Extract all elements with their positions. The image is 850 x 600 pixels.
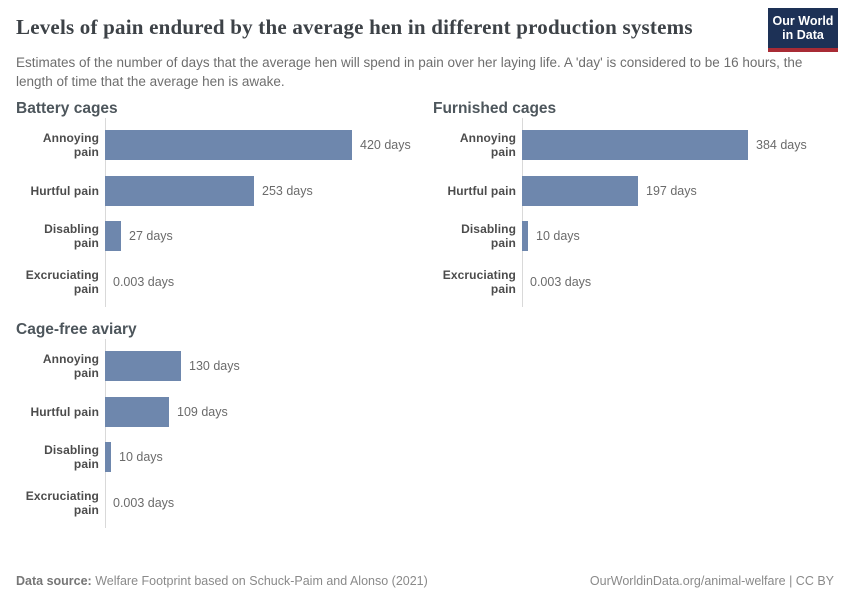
bar-plot-area: 253 days	[105, 175, 433, 206]
page-subtitle: Estimates of the number of days that the…	[16, 55, 803, 90]
chart-body: Annoying pain 384 days Hurtful pain 197 day…	[433, 118, 850, 308]
category-label: Excruciating pain	[25, 267, 99, 296]
value-label: 253 days	[262, 183, 313, 198]
chart-section: Cage-free aviary Annoying pain 130 days Hu…	[16, 320, 433, 529]
bar-plot-area: 0.003 days	[105, 267, 433, 297]
category-label: Hurtful pain	[30, 183, 99, 198]
bar-plot-area: 0.003 days	[105, 488, 433, 518]
bar	[522, 175, 638, 206]
value-label: 109 days	[177, 404, 228, 419]
bar-plot-area: 130 days	[105, 351, 433, 382]
bar	[105, 396, 169, 427]
data-source-text: Welfare Footprint based on Schuck-Paim a…	[91, 574, 428, 588]
y-axis-line	[105, 118, 106, 308]
value-label: 27 days	[129, 229, 173, 244]
category-label: Hurtful pain	[30, 404, 99, 419]
bar-row: Disabling pain 10 days	[433, 213, 850, 259]
bar-row: Hurtful pain 109 days	[16, 389, 433, 435]
chart-body: Annoying pain 420 days Hurtful pain 253 day…	[16, 118, 433, 308]
value-label: 10 days	[536, 229, 580, 244]
category-label: Hurtful pain	[447, 183, 516, 198]
value-label: 130 days	[189, 359, 240, 374]
bar-plot-area: 10 days	[522, 221, 850, 252]
bar-row: Disabling pain 27 days	[16, 213, 433, 259]
chart-footer: Data source: Welfare Footprint based on …	[16, 574, 834, 588]
bar-row: Excruciating pain 0.003 days	[16, 259, 433, 305]
chart-title: Battery cages	[16, 100, 118, 118]
value-label: 0.003 days	[113, 495, 175, 510]
bar-plot-area: 197 days	[522, 175, 850, 206]
bar-plot-area: 0.003 days	[522, 267, 850, 297]
bar-row: Annoying pain 384 days	[433, 122, 850, 168]
category-label: Disabling pain	[461, 222, 516, 251]
y-axis-line	[105, 339, 106, 529]
owid-logo: Our World in Data	[768, 8, 838, 52]
chart-title: Cage-free aviary	[16, 321, 137, 339]
credit-note: OurWorldinData.org/animal-welfare | CC B…	[589, 574, 834, 588]
owid-logo-line2: in Data	[782, 28, 824, 42]
value-label: 0.003 days	[113, 274, 175, 289]
value-label: 420 days	[360, 138, 411, 153]
chart-title: Furnished cages	[433, 100, 557, 118]
data-source-label: Data source:	[16, 574, 92, 588]
value-label: 0.003 days	[530, 274, 592, 289]
category-label: Annoying pain	[42, 352, 99, 381]
category-label: Annoying pain	[42, 131, 99, 160]
value-label: 197 days	[646, 183, 697, 198]
bar-plot-area: 109 days	[105, 396, 433, 427]
value-label: 10 days	[119, 450, 163, 465]
bar-row: Disabling pain 10 days	[16, 434, 433, 480]
bar-row: Excruciating pain 0.003 days	[433, 259, 850, 305]
bar	[105, 175, 254, 206]
bar-plot-area: 420 days	[105, 130, 433, 161]
owid-logo-line1: Our World	[772, 13, 834, 28]
category-label: Excruciating pain	[442, 267, 516, 296]
bar-row: Hurtful pain 197 days	[433, 168, 850, 214]
bar-row: Annoying pain 130 days	[16, 343, 433, 389]
bar-row: Excruciating pain 0.003 days	[16, 480, 433, 526]
bar-plot-area: 384 days	[522, 130, 850, 161]
bar	[105, 130, 352, 161]
category-label: Annoying pain	[459, 131, 516, 160]
category-label: Excruciating pain	[25, 488, 99, 517]
charts-grid: Battery cages Annoying pain 420 days Hurtf…	[0, 99, 850, 529]
chart-header: Levels of pain endured by the average he…	[0, 0, 850, 91]
bar-plot-area: 10 days	[105, 442, 433, 473]
page-title: Levels of pain endured by the average he…	[16, 15, 693, 39]
y-axis-line	[522, 118, 523, 308]
chart-section: Battery cages Annoying pain 420 days Hurtf…	[16, 99, 433, 308]
bar	[522, 130, 748, 161]
chart-body: Annoying pain 130 days Hurtful pain 109 day…	[16, 339, 433, 529]
value-label: 384 days	[756, 138, 807, 153]
bar	[105, 442, 111, 473]
bar-row: Hurtful pain 253 days	[16, 168, 433, 214]
bar-plot-area: 27 days	[105, 221, 433, 252]
data-source-note: Data source: Welfare Footprint based on …	[16, 574, 428, 588]
bar-row: Annoying pain 420 days	[16, 122, 433, 168]
category-label: Disabling pain	[44, 443, 99, 472]
chart-section: Furnished cages Annoying pain 384 days Hur…	[433, 99, 850, 308]
bar	[105, 221, 121, 252]
category-label: Disabling pain	[44, 222, 99, 251]
bar	[105, 351, 181, 382]
bar	[522, 221, 528, 252]
